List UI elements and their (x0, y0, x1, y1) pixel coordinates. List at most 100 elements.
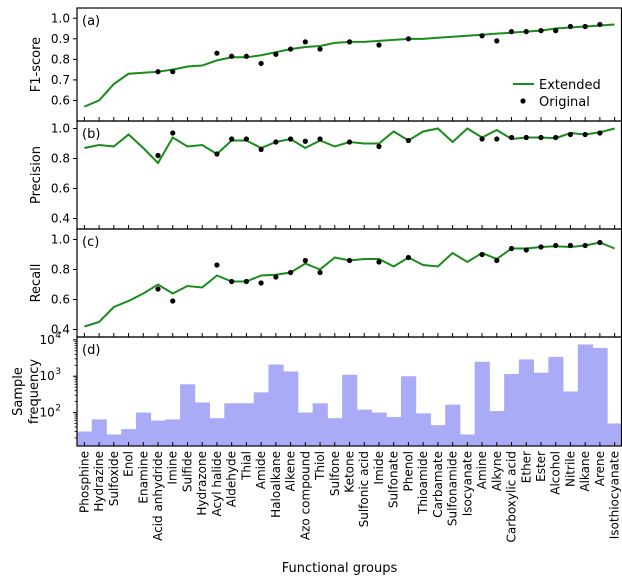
point-original-11 (243, 136, 249, 142)
bar-11 (239, 403, 255, 446)
point-original-33 (567, 131, 574, 138)
y-axis-title-line: frequency (27, 359, 42, 425)
point-original-13 (273, 139, 279, 145)
bar-19 (356, 409, 372, 446)
point-original-10 (229, 278, 235, 285)
x-tick-label-4: Enamine (136, 451, 150, 504)
point-original-12 (258, 146, 264, 153)
bar-36 (607, 423, 622, 446)
series-line-extended (84, 241, 616, 328)
x-tick-label-22: Phenol (401, 451, 415, 492)
bar-21 (386, 417, 402, 446)
y-tick-label: 102 (39, 404, 61, 420)
y-tick-label: 0.8 (51, 263, 70, 277)
bar-10 (224, 403, 240, 446)
point-original-11 (243, 53, 249, 59)
point-original-28 (494, 38, 500, 44)
bar-16 (312, 403, 328, 446)
point-original-10 (229, 53, 235, 59)
point-original-32 (553, 134, 559, 141)
y-tick-label: 0.4 (51, 323, 70, 337)
y-axis-title-line: Sample (11, 367, 26, 416)
bar-1 (91, 419, 107, 446)
x-tick-label-29: Carboxylic acid (505, 451, 519, 542)
point-original-15 (302, 257, 308, 264)
y-tick-label: 0.7 (51, 73, 70, 87)
x-tick-label-23: Thioamide (416, 451, 430, 515)
x-tick-label-32: Alcohol (549, 451, 563, 495)
point-original-35 (597, 130, 603, 136)
point-original-20 (376, 259, 382, 265)
x-tick-label-5: Acid anhydride (151, 451, 165, 541)
point-original-12 (258, 60, 264, 67)
panel-3: 0.4 0.6 0.8 1.0 (c) Recall (29, 228, 622, 338)
x-tick-label-15: Azo compound (298, 451, 312, 540)
point-original-22 (405, 36, 412, 42)
panel-4: 102 103 104 (d) Samplefrequency (11, 331, 622, 447)
panel-tag: (c) (82, 235, 99, 250)
bar-0 (77, 431, 93, 446)
x-tick-label-9: Acyl halide (210, 451, 224, 516)
bar-29 (504, 374, 520, 446)
panel-tag: (d) (82, 343, 100, 358)
point-original-31 (538, 134, 544, 141)
point-original-16 (317, 136, 323, 142)
point-original-14 (287, 136, 294, 142)
point-original-18 (346, 257, 353, 264)
point-original-16 (317, 46, 323, 52)
point-original-27 (479, 136, 485, 142)
point-original-20 (376, 143, 382, 150)
point-original-32 (553, 242, 559, 249)
x-tick-label-18: Ketone (343, 451, 357, 493)
bar-15 (297, 412, 314, 446)
bar-17 (327, 418, 343, 446)
x-tick-label-30: Ether (519, 451, 533, 483)
x-tick-label-19: Sulfonic acid (357, 451, 371, 527)
point-original-14 (287, 269, 294, 276)
point-original-34 (582, 131, 588, 138)
point-original-5 (155, 286, 161, 292)
point-original-29 (508, 29, 515, 35)
point-original-28 (494, 257, 500, 264)
x-tick-label-17: Sulfone (328, 451, 342, 496)
point-original-10 (229, 136, 235, 142)
y-tick-label: 1.0 (51, 122, 70, 136)
x-tick-label-2: Sulfoxide (107, 451, 121, 506)
bar-25 (445, 404, 461, 446)
y-axis-title: F1-score (29, 37, 44, 92)
panel-tag: (a) (82, 14, 100, 29)
point-original-18 (346, 39, 353, 45)
x-tick-label-1: Hydrazine (92, 451, 106, 512)
point-original-30 (523, 134, 529, 141)
point-original-22 (405, 254, 412, 261)
x-tick-label-27: Amine (475, 451, 489, 489)
x-tick-label-31: Ester (534, 451, 548, 482)
point-original-18 (346, 139, 353, 145)
legend: Extended Original (513, 78, 601, 110)
y-tick-label: 0.8 (51, 152, 70, 166)
point-original-35 (597, 21, 603, 28)
point-original-27 (479, 251, 485, 258)
point-original-13 (273, 51, 279, 57)
y-tick-label: 0.8 (51, 52, 70, 66)
bar-4 (135, 412, 152, 446)
x-tick-label-3: Enol (122, 451, 136, 477)
point-original-31 (538, 28, 544, 34)
y-tick-label: 0.4 (51, 212, 70, 226)
point-original-29 (508, 134, 515, 141)
y-tick-exponent: 2 (55, 404, 61, 414)
bar-9 (209, 418, 225, 446)
point-original-6 (170, 298, 176, 304)
bar-6 (165, 419, 181, 446)
bar-5 (150, 420, 166, 446)
point-original-9 (214, 262, 220, 268)
x-tick-label-8: Hydrazone (195, 451, 209, 516)
bar-35 (592, 347, 608, 446)
x-tick-label-26: Isocyanate (460, 451, 474, 516)
point-original-34 (582, 242, 588, 249)
point-original-22 (405, 137, 412, 144)
legend-original-label: Original (539, 95, 590, 110)
bar-24 (430, 425, 446, 446)
bar-20 (371, 412, 387, 446)
